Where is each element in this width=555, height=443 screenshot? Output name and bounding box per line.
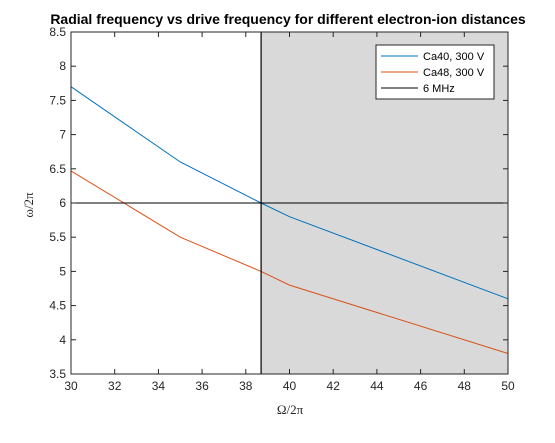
x-tick-label: 32 <box>108 379 122 393</box>
y-axis-label: ω/2π <box>21 192 36 218</box>
y-tick-label: 7 <box>59 128 66 142</box>
y-tick-label: 6 <box>59 196 66 210</box>
y-tick-label: 8 <box>59 59 66 73</box>
x-axis-label: Ω/2π <box>277 402 304 417</box>
y-tick-label: 8.5 <box>49 25 66 39</box>
legend-label-2: Ca48, 300 V <box>423 67 485 79</box>
y-tick-label: 4 <box>59 333 66 347</box>
x-tick-label: 36 <box>195 379 209 393</box>
x-tick-label: 38 <box>239 379 253 393</box>
y-tick-label: 7.5 <box>49 93 66 107</box>
x-tick-label: 42 <box>327 379 341 393</box>
x-tick-label: 46 <box>414 379 428 393</box>
x-tick-label: 50 <box>501 379 515 393</box>
legend-label-1: Ca40, 300 V <box>423 51 485 63</box>
x-tick-label: 40 <box>283 379 297 393</box>
y-tick-label: 5 <box>59 264 66 278</box>
x-tick-label: 48 <box>458 379 472 393</box>
legend-label-3: 6 MHz <box>423 83 455 95</box>
y-tick-label: 5.5 <box>49 230 66 244</box>
x-tick-label: 30 <box>64 379 78 393</box>
y-tick-label: 6.5 <box>49 162 66 176</box>
y-tick-label: 4.5 <box>49 299 66 313</box>
x-tick-label: 44 <box>370 379 384 393</box>
chart-title: Radial frequency vs drive frequency for … <box>50 11 526 27</box>
x-tick-label: 34 <box>152 379 166 393</box>
y-tick-label: 3.5 <box>49 367 66 381</box>
